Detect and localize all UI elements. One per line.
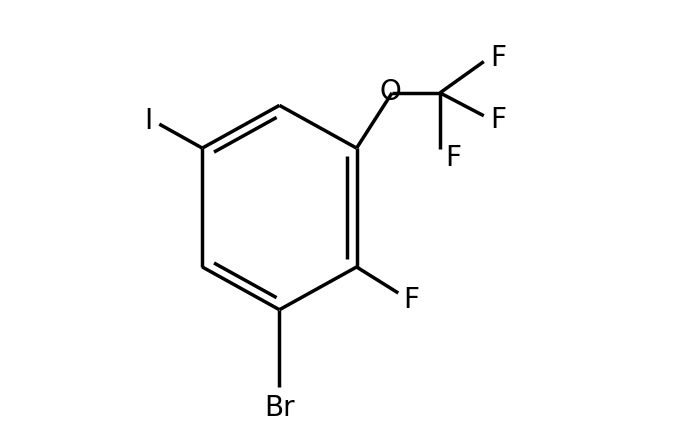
Text: F: F (490, 43, 506, 72)
Text: F: F (404, 285, 420, 314)
Text: F: F (490, 106, 506, 134)
Text: O: O (380, 78, 402, 106)
Text: F: F (445, 143, 462, 171)
Text: I: I (144, 106, 153, 135)
Text: Br: Br (264, 393, 295, 421)
